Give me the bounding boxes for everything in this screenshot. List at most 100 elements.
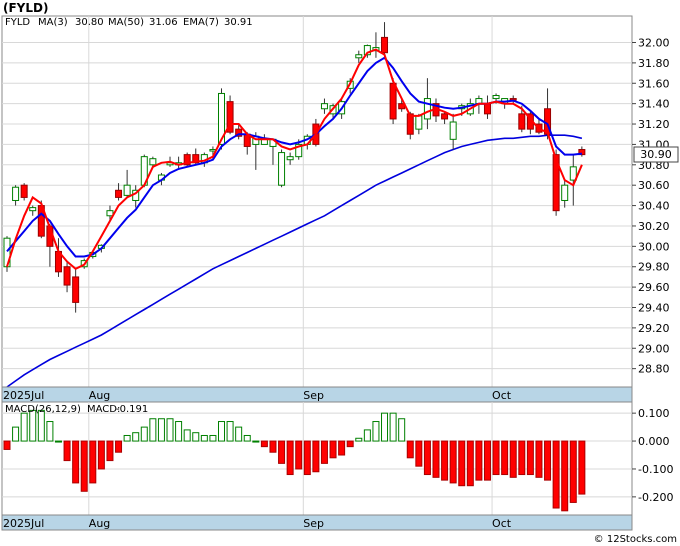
candle — [320, 98, 328, 114]
candle — [286, 152, 294, 165]
price-tick-label: 29.20 — [638, 322, 670, 335]
macd-bar — [123, 434, 131, 442]
macd-bar — [218, 421, 225, 442]
macd-bar — [20, 412, 28, 442]
candle — [106, 205, 114, 221]
macd-bar — [226, 421, 234, 442]
candle-body — [72, 276, 80, 303]
price-tick-label: 28.80 — [638, 363, 670, 376]
macd-bar — [329, 440, 337, 459]
macd-tick-label: 0.000 — [638, 435, 670, 448]
macd-bar — [235, 426, 243, 442]
macd-bar — [441, 440, 449, 481]
candle-body — [483, 103, 491, 115]
candle — [441, 111, 449, 125]
macd-bar — [243, 434, 251, 442]
price-panel — [1, 15, 633, 388]
macd-bar — [501, 440, 509, 476]
macd-bar — [372, 421, 380, 442]
price-tick-label: 31.40 — [638, 98, 670, 111]
candle — [123, 169, 131, 198]
macd-bar — [63, 440, 71, 462]
macd-label: MACD: — [87, 404, 120, 415]
date-label: Oct — [492, 389, 512, 402]
candle-body — [569, 166, 577, 181]
legend-symbol: FYLD — [5, 17, 30, 28]
macd-bar — [303, 440, 311, 476]
candle-body — [320, 103, 328, 110]
macd-bar — [80, 440, 88, 492]
legend-ema7-value: 30.91 — [224, 17, 253, 28]
price-axis-ticks: 32.0031.8031.6031.4031.2031.0030.8030.60… — [632, 37, 670, 376]
candle — [578, 146, 586, 157]
candle — [235, 124, 243, 140]
macd-bar — [97, 440, 105, 470]
legend-ma50-value: 31.06 — [149, 17, 178, 28]
macd-bar — [278, 440, 286, 464]
macd-bar — [3, 440, 11, 450]
candle-body — [63, 266, 71, 286]
candle — [20, 183, 28, 201]
candle — [183, 152, 191, 167]
macd-bar — [338, 440, 346, 456]
copyright-credit: © 12Stocks.com — [594, 534, 677, 545]
price-gridlines — [2, 16, 632, 387]
date-label: Sep — [303, 517, 324, 530]
macd-date-axis-band — [1, 514, 633, 531]
macd-bar — [72, 440, 80, 484]
macd-bar — [183, 429, 191, 442]
legend-ma3-label: MA(3) — [38, 17, 68, 28]
legend-ma3-value: 30.80 — [75, 17, 104, 28]
candle-body — [389, 82, 397, 120]
macd-bar — [509, 440, 517, 478]
candle-body — [278, 152, 286, 186]
macd-bar — [492, 440, 500, 476]
macd-axis-ticks: 0.100 0.000 -0.100 -0.200 — [632, 407, 673, 504]
candle — [355, 50, 363, 63]
candle-body — [492, 95, 500, 100]
candle-body — [115, 189, 123, 198]
macd-bar — [132, 432, 140, 442]
date-label: 2025Jul — [3, 517, 44, 530]
macd-bar — [518, 440, 526, 476]
macd-bar — [526, 440, 534, 476]
macd-bar — [54, 440, 62, 443]
candle-body — [218, 92, 225, 145]
macd-bar — [260, 440, 268, 448]
candle-body — [29, 207, 37, 212]
macd-bar — [449, 440, 457, 484]
macd-bar — [406, 440, 414, 459]
candle-body — [363, 45, 371, 56]
candle — [363, 44, 371, 58]
macd-bar — [252, 440, 260, 443]
candle-body — [441, 113, 449, 120]
macd-bar — [415, 440, 423, 467]
date-label: 2025Jul — [3, 389, 44, 402]
price-tick-label: 31.20 — [638, 118, 670, 131]
candle-body — [12, 186, 20, 201]
price-marks — [3, 22, 586, 388]
candle-body — [355, 54, 363, 59]
macd-bar — [200, 434, 208, 442]
macd-bar — [115, 440, 123, 453]
candle-body — [518, 113, 526, 130]
candle-body — [423, 98, 431, 120]
candle — [381, 22, 389, 58]
macd-bar — [466, 440, 474, 487]
candle-body — [381, 36, 389, 54]
macd-tick-label: -0.100 — [638, 463, 673, 476]
macd-bar — [157, 418, 165, 442]
candle-body — [226, 101, 234, 133]
price-tick-label: 29.00 — [638, 342, 670, 355]
macd-bar — [320, 440, 328, 464]
macd-legend: MACD(26,12,9) — [5, 404, 81, 415]
price-tick-label: 30.00 — [638, 240, 670, 253]
candle-body — [449, 121, 457, 140]
date-axis-labels: 2025Jul Aug Sep Oct — [3, 389, 512, 402]
macd-bar — [106, 440, 114, 462]
macd-bar — [269, 440, 277, 453]
macd-bar — [363, 429, 371, 442]
date-label: Oct — [492, 517, 512, 530]
legend-ma50-label: MA(50) — [108, 17, 144, 28]
price-tick-label: 32.00 — [638, 37, 670, 50]
